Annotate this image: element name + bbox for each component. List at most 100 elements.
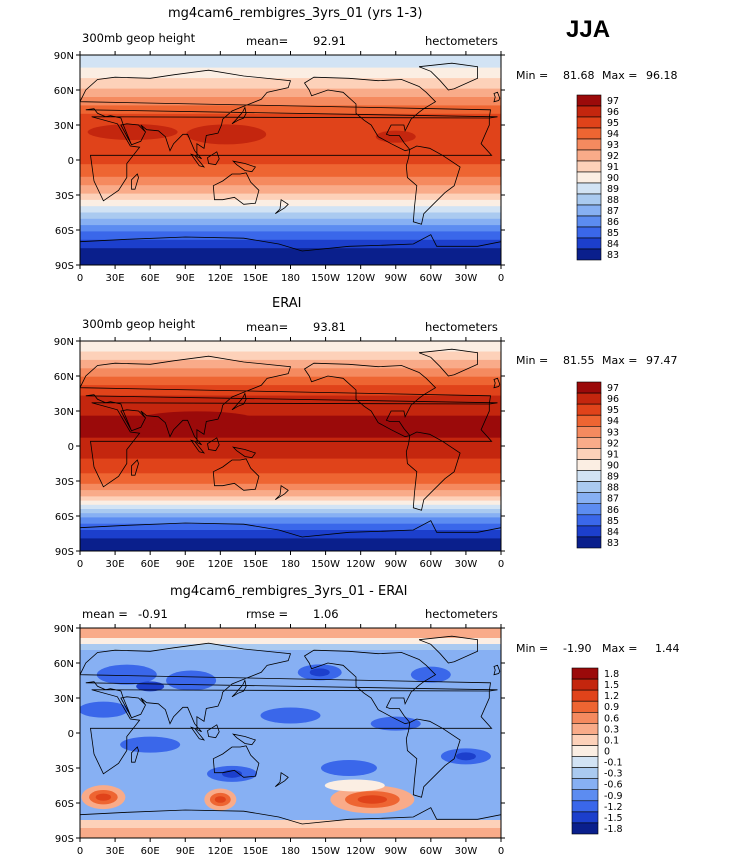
colorbar-swatch xyxy=(571,734,599,746)
colorbar-swatch xyxy=(571,745,599,757)
colorbar-swatch xyxy=(576,425,602,438)
colorbar-label: 93 xyxy=(607,427,619,438)
colorbar-swatch xyxy=(571,722,599,735)
lon-tick-label: 150W xyxy=(311,846,340,857)
contour-band xyxy=(80,644,501,650)
contour-band xyxy=(80,504,501,510)
colorbar-label: 88 xyxy=(607,195,619,206)
contour-band xyxy=(80,458,501,474)
colorbar-label: 0.6 xyxy=(604,713,619,724)
colorbar-swatch xyxy=(576,105,602,118)
lon-tick-label: 120W xyxy=(346,846,375,857)
panel3-mean-label: mean = xyxy=(82,607,128,621)
continent-outline xyxy=(80,348,501,551)
panel2-units: hectometers xyxy=(425,320,498,334)
map-panel-3 xyxy=(80,628,501,838)
colorbar-label: 85 xyxy=(607,516,619,527)
contour-band xyxy=(80,523,501,531)
panel1-min-value: 81.68 xyxy=(563,69,595,82)
lon-tick-label: 90E xyxy=(176,846,195,857)
panel2-mean-value: 93.81 xyxy=(313,320,346,334)
panel2-min-label: Min = xyxy=(516,354,549,367)
lon-tick-label: 150E xyxy=(243,559,268,570)
colorbar-label: -0.3 xyxy=(604,769,623,780)
lat-tick-label: 30N xyxy=(54,407,74,418)
lon-tick-label: 120E xyxy=(208,559,233,570)
lat-tick-label: 90N xyxy=(54,51,74,62)
colorbar-label: -0.1 xyxy=(604,758,623,769)
negative-anomaly-region xyxy=(260,707,321,724)
contour-band xyxy=(80,628,501,638)
colorbar-swatch xyxy=(571,767,599,779)
panel3-min-label: Min = xyxy=(516,642,549,655)
colorbar-swatch xyxy=(576,503,602,516)
colorbar-label: -1.2 xyxy=(604,802,623,813)
colorbar-label: 97 xyxy=(607,96,619,107)
negative-anomaly-region xyxy=(455,752,476,761)
colorbar-label: 84 xyxy=(607,239,619,250)
panel2-min-value: 81.55 xyxy=(563,354,595,367)
lat-tick-label: 60S xyxy=(55,512,74,523)
panel3-units: hectometers xyxy=(425,607,498,621)
high-anomaly-region xyxy=(136,411,257,430)
lon-tick-label: 60W xyxy=(420,559,443,570)
lon-tick-label: 60E xyxy=(141,273,160,284)
colorbar-label: 95 xyxy=(607,405,619,416)
colorbar-swatch xyxy=(576,237,602,250)
colorbar-swatch xyxy=(576,215,602,228)
contour-band xyxy=(80,638,501,644)
panel2-field-label: 300mb geop height xyxy=(82,317,196,331)
colorbar-swatch xyxy=(576,138,602,151)
colorbar-label: 0.1 xyxy=(604,735,619,746)
colorbar-swatch xyxy=(576,116,602,129)
colorbar-label: 1.2 xyxy=(604,691,619,702)
panel1-units: hectometers xyxy=(425,34,498,48)
lat-tick-label: 90N xyxy=(54,624,74,635)
lon-tick-label: 90W xyxy=(384,846,407,857)
colorbar-swatch xyxy=(576,204,602,217)
colorbar-label: 89 xyxy=(607,472,619,483)
colorbar-swatch xyxy=(571,667,599,680)
colorbar-swatch xyxy=(571,700,599,713)
contour-band xyxy=(80,517,501,525)
lon-tick-label: 120W xyxy=(346,273,375,284)
colorbar-swatch xyxy=(576,448,602,460)
colorbar-label: 88 xyxy=(607,483,619,494)
continent-outline xyxy=(80,635,501,838)
lon-tick-label: 180 xyxy=(281,273,300,284)
lon-tick-label: 0 xyxy=(498,273,504,284)
panel2-mean-label: mean= xyxy=(246,320,289,334)
contour-band xyxy=(80,368,501,378)
colorbar-swatch xyxy=(576,127,602,140)
colorbar-swatch xyxy=(576,160,602,173)
colorbar-swatch xyxy=(576,414,602,427)
panel1-max-label: Max = xyxy=(602,69,638,82)
lat-tick-label: 90N xyxy=(54,337,74,348)
contour-band xyxy=(80,105,501,115)
panel1-title: mg4cam6_rembigres_3yrs_01 (yrs 1-3) xyxy=(168,6,423,21)
contour-band xyxy=(80,341,501,352)
colorbar-label: 0 xyxy=(604,747,610,758)
lat-tick-label: 60N xyxy=(54,86,74,97)
contour-band xyxy=(80,359,501,369)
contour-band xyxy=(80,231,501,241)
colorbar-label: 87 xyxy=(607,494,619,505)
lon-tick-label: 120E xyxy=(208,846,233,857)
lat-tick-label: 30S xyxy=(55,477,74,488)
lon-tick-label: 60E xyxy=(141,559,160,570)
contour-band xyxy=(80,193,501,201)
contour-band xyxy=(80,376,501,386)
colorbar-swatch xyxy=(576,248,602,261)
lon-tick-label: 90E xyxy=(176,273,195,284)
high-anomaly-region xyxy=(87,124,178,140)
colorbar-swatch xyxy=(571,778,599,791)
colorbar-swatch xyxy=(576,403,602,416)
positive-anomaly-region xyxy=(357,795,388,804)
lon-tick-label: 90W xyxy=(384,273,407,284)
colorbar-label: 93 xyxy=(607,140,619,151)
contour-band xyxy=(80,199,501,207)
panel3-rmse-label: rmse = xyxy=(246,607,289,621)
continent-outline xyxy=(80,62,501,265)
colorbar-label: 86 xyxy=(607,505,619,516)
